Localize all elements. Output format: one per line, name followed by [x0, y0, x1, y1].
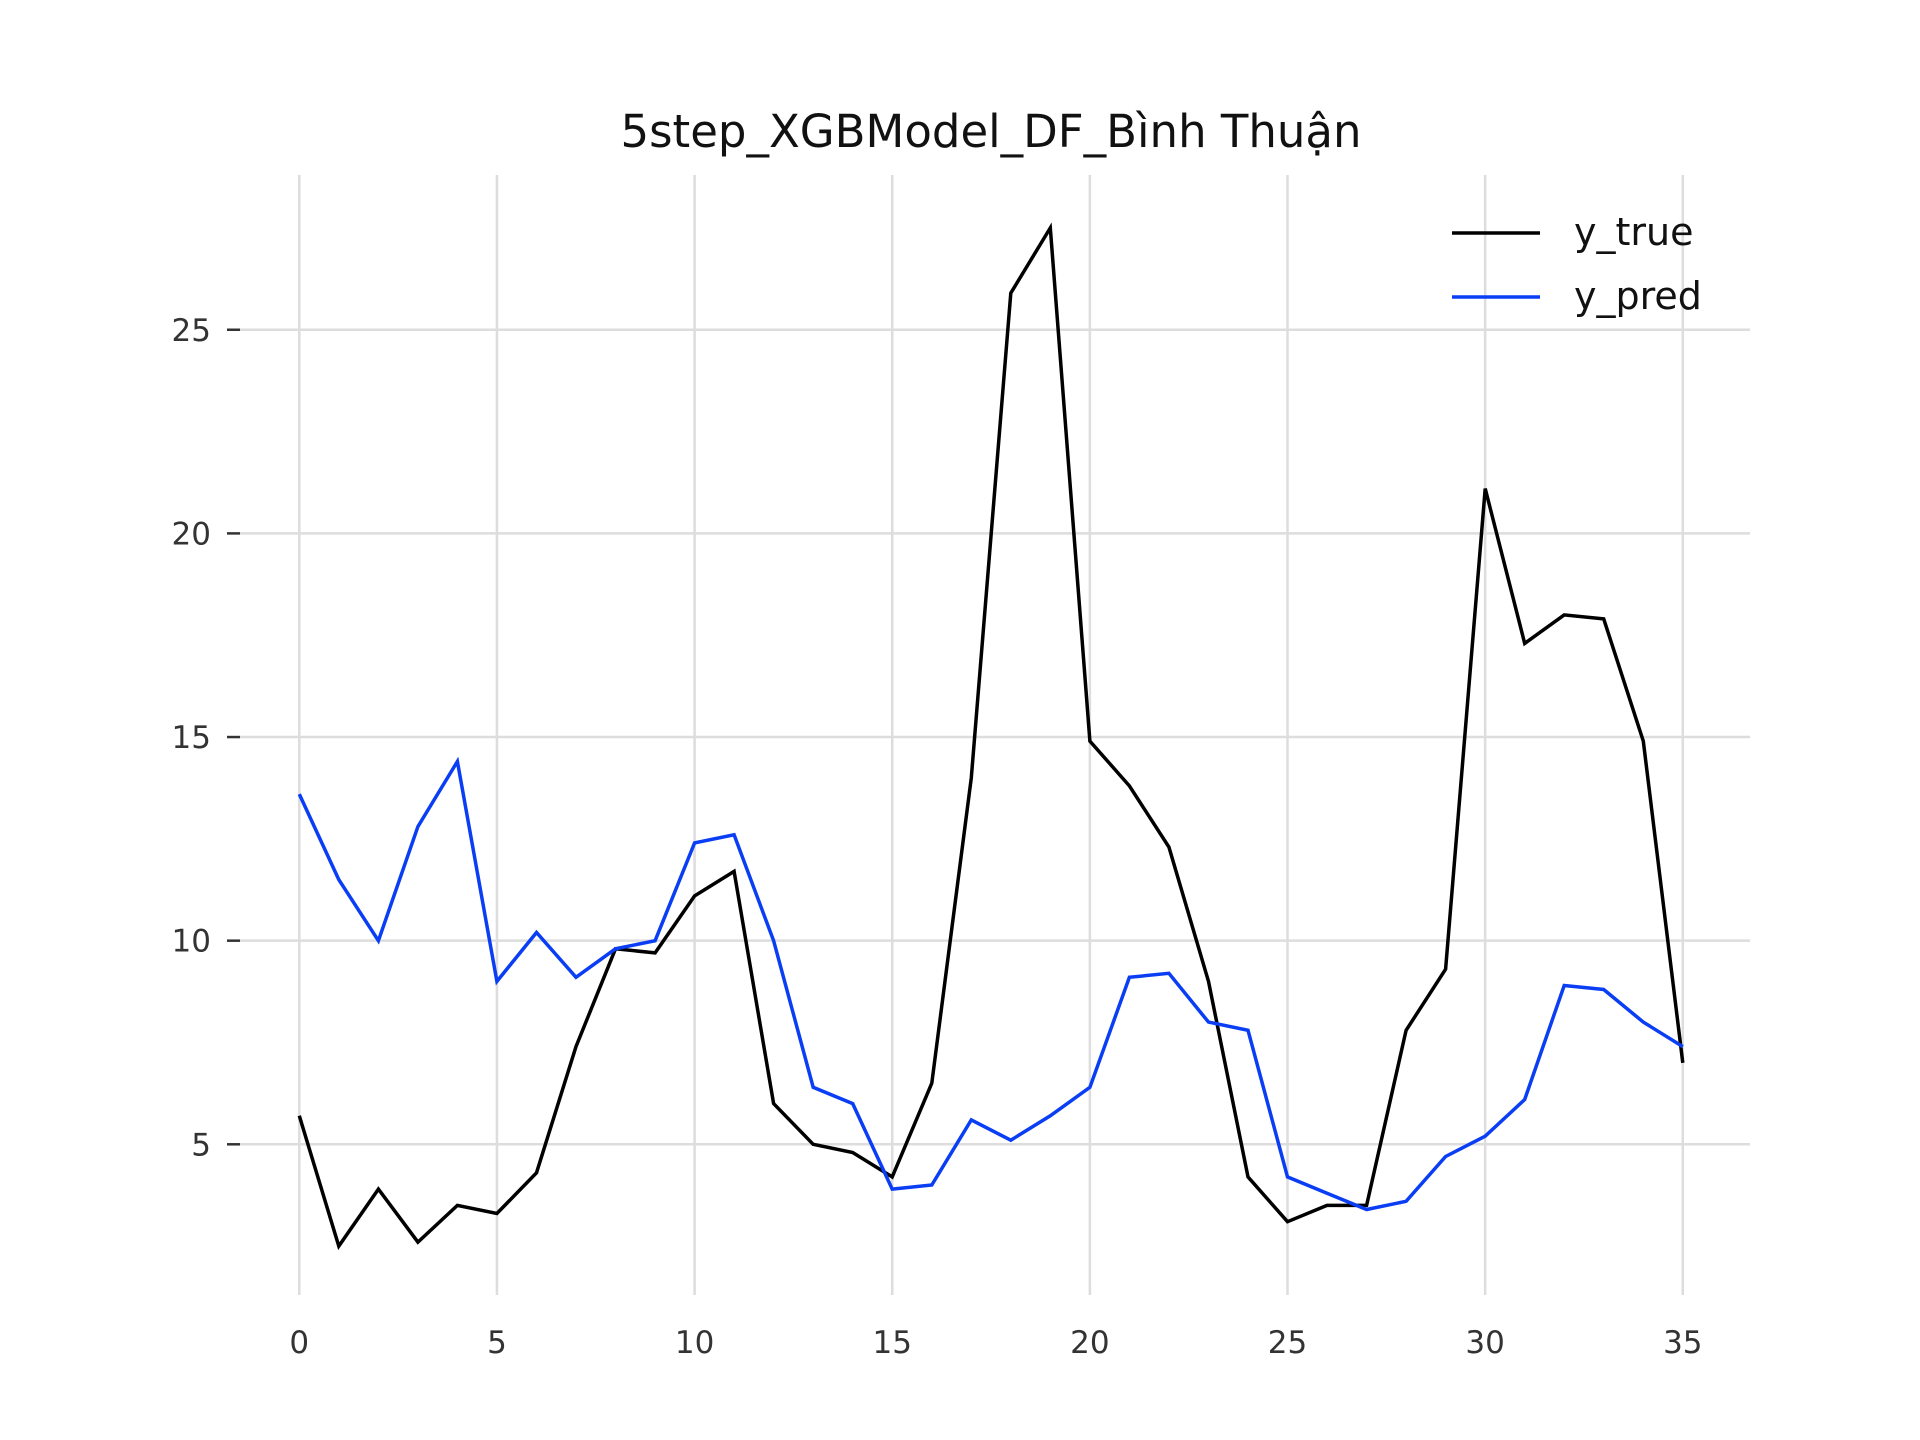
x-tick-label: 35 — [1663, 1325, 1702, 1361]
legend-label-y_pred: y_pred — [1574, 274, 1702, 318]
x-tick-label: 0 — [289, 1325, 309, 1361]
x-tick-label: 30 — [1465, 1325, 1504, 1361]
y-tick-label: 10 — [172, 924, 211, 960]
x-tick-label: 10 — [675, 1325, 714, 1361]
series-line-y_true — [297, 222, 1685, 1251]
plot-area — [297, 222, 1685, 1251]
chart-title: 5step_XGBModel_DF_Bình Thuận — [620, 105, 1361, 158]
x-tick-label: 25 — [1268, 1325, 1307, 1361]
y-tick-label: 20 — [172, 516, 211, 552]
y-tick-label: 15 — [172, 720, 211, 756]
y-tick-label: 25 — [172, 313, 211, 349]
grid — [240, 175, 1750, 1295]
x-tick-label: 5 — [487, 1325, 507, 1361]
y-tick-label: 5 — [191, 1127, 211, 1163]
x-tick-label: 20 — [1070, 1325, 1109, 1361]
x-tick-label: 15 — [872, 1325, 911, 1361]
legend: y_true y_pred — [1452, 210, 1702, 318]
legend-label-y_true: y_true — [1574, 210, 1693, 254]
axes: 0 5 10 15 20 25 30 35 5 10 15 20 25 — [172, 313, 1703, 1361]
series-line-y_pred — [297, 756, 1684, 1212]
